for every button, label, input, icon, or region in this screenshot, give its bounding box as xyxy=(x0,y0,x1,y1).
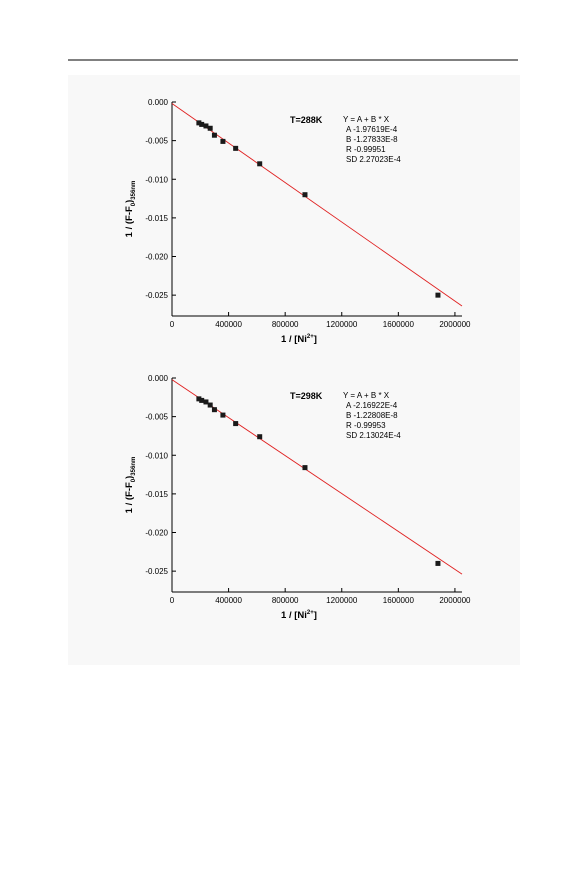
data-point xyxy=(203,123,209,129)
data-point xyxy=(257,434,263,440)
data-point xyxy=(233,421,239,427)
x-label-part: 2+ xyxy=(307,334,314,340)
x-axis-label: 1 / [Ni2+] xyxy=(281,334,317,345)
y-axis-label: 1 / (F-F0)356nm xyxy=(124,457,137,514)
x-tick-label: 0 xyxy=(170,596,175,605)
fit-parameter: R -0.99951 xyxy=(346,145,386,154)
x-tick-label: 800000 xyxy=(272,320,299,329)
data-point xyxy=(220,138,226,144)
data-point xyxy=(435,292,441,298)
data-point xyxy=(257,161,263,167)
fit-parameter: SD 2.13024E-4 xyxy=(346,431,401,440)
data-point xyxy=(199,397,205,403)
data-point xyxy=(211,407,217,413)
y-tick-label: -0.020 xyxy=(145,529,168,538)
temperature-label: T=288K xyxy=(290,115,323,125)
y-axis-label: 1 / (F-F0)356nm xyxy=(124,181,137,238)
y-tick-label: 0.000 xyxy=(148,374,169,383)
x-tick-label: 1600000 xyxy=(383,596,415,605)
y-tick-label: -0.010 xyxy=(145,175,168,184)
x-tick-label: 0 xyxy=(170,320,175,329)
figure-panel xyxy=(68,75,520,665)
data-point xyxy=(199,121,205,127)
x-tick-label: 1200000 xyxy=(326,320,358,329)
x-label-part: ] xyxy=(314,610,317,621)
fit-parameter: B -1.22808E-8 xyxy=(346,411,398,420)
x-label-part: ] xyxy=(314,334,317,345)
x-tick-label: 1600000 xyxy=(383,320,415,329)
fit-parameter: B -1.27833E-8 xyxy=(346,135,398,144)
y-tick-label: -0.025 xyxy=(145,567,168,576)
fit-line xyxy=(171,379,463,575)
y-label-part: 0 xyxy=(131,478,137,482)
y-tick-label: -0.005 xyxy=(145,137,168,146)
data-point xyxy=(211,132,217,138)
data-point xyxy=(435,560,441,566)
y-tick-label: -0.010 xyxy=(145,451,168,460)
x-tick-label: 400000 xyxy=(215,320,242,329)
data-point xyxy=(220,412,226,418)
y-label-part: 356nm xyxy=(131,457,137,476)
x-tick-label: 2000000 xyxy=(439,320,471,329)
x-tick-label: 2000000 xyxy=(439,596,471,605)
y-label-part: 356nm xyxy=(131,181,137,200)
y-label-part: ) xyxy=(124,200,135,203)
y-label-part: 1 / (F-F xyxy=(124,482,135,513)
x-label-part: 1 / [Ni xyxy=(281,334,307,345)
y-label-part: 0 xyxy=(131,202,137,206)
x-tick-label: 800000 xyxy=(272,596,299,605)
data-point xyxy=(207,402,213,408)
y-tick-label: -0.015 xyxy=(145,214,168,223)
fit-parameter: A -2.16922E-4 xyxy=(346,401,398,410)
x-axis-label: 1 / [Ni2+] xyxy=(281,610,317,621)
fit-parameter: Y = A + B * X xyxy=(343,115,390,124)
y-tick-label: -0.015 xyxy=(145,490,168,499)
y-tick-label: -0.020 xyxy=(145,253,168,262)
y-tick-label: -0.025 xyxy=(145,291,168,300)
y-label-part: ) xyxy=(124,476,135,479)
fit-parameter: R -0.99953 xyxy=(346,421,386,430)
data-point xyxy=(207,125,213,131)
data-point xyxy=(233,145,239,151)
fit-parameter: SD 2.27023E-4 xyxy=(346,155,401,164)
data-point xyxy=(196,396,202,402)
data-point xyxy=(196,120,202,126)
x-tick-label: 400000 xyxy=(215,596,242,605)
y-tick-label: -0.005 xyxy=(145,413,168,422)
data-point xyxy=(203,399,209,405)
fit-parameter: A -1.97619E-4 xyxy=(346,125,398,134)
x-label-part: 1 / [Ni xyxy=(281,610,307,621)
fit-line xyxy=(171,103,463,307)
data-point xyxy=(302,465,308,471)
y-label-part: 1 / (F-F xyxy=(124,206,135,237)
x-label-part: 2+ xyxy=(307,610,314,616)
fit-parameter: Y = A + B * X xyxy=(343,391,390,400)
temperature-label: T=298K xyxy=(290,391,323,401)
y-tick-label: 0.000 xyxy=(148,98,169,107)
data-point xyxy=(302,192,308,198)
x-tick-label: 1200000 xyxy=(326,596,358,605)
